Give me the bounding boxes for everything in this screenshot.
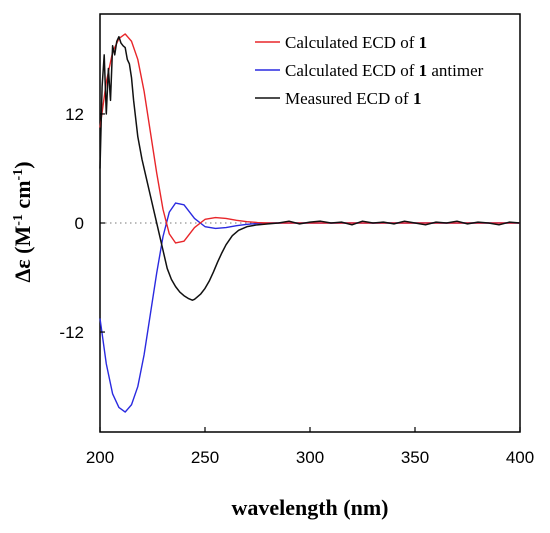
x-tick-label: 400 <box>506 448 534 467</box>
y-tick-label: -12 <box>59 323 84 342</box>
y-axis-title-sup1: -1 <box>11 214 26 226</box>
series-line-3 <box>99 35 521 301</box>
x-ticks-group: 200 250 300 350 400 <box>86 427 534 467</box>
y-tick-label: 0 <box>75 214 84 233</box>
x-axis-title: wavelength (nm) <box>231 495 388 520</box>
x-tick-label: 350 <box>401 448 429 467</box>
y-axis-title: Δε (M-1 cm-1) <box>10 161 35 282</box>
y-axis-title-prefix: Δε (M <box>10 226 35 283</box>
legend-label-2: Calculated ECD of 1 antimer <box>285 61 484 80</box>
x-tick-label: 200 <box>86 448 114 467</box>
legend-label-3: Measured ECD of 1 <box>285 89 421 108</box>
series-group <box>99 33 521 413</box>
x-tick-label: 250 <box>191 448 219 467</box>
y-tick-label: 12 <box>65 105 84 124</box>
y-axis-title-middle: cm <box>10 180 35 214</box>
series-line-2 <box>99 202 520 413</box>
y-ticks-group: 12 0 -12 <box>59 105 105 342</box>
legend-label-1: Calculated ECD of 1 <box>285 33 427 52</box>
y-axis-title-suffix: ) <box>10 161 35 168</box>
legend: Calculated ECD of 1 Calculated ECD of 1 a… <box>255 33 484 108</box>
y-axis-title-sup2: -1 <box>11 169 26 181</box>
x-tick-label: 300 <box>296 448 324 467</box>
